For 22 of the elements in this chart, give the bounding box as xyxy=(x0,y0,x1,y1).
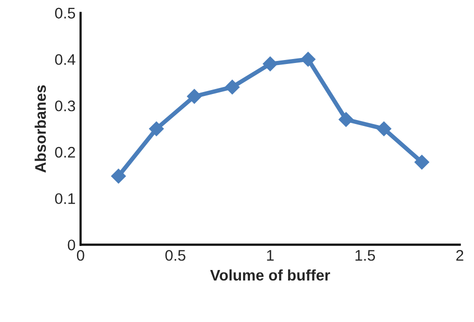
x-tick-label: 2 xyxy=(456,250,464,261)
x-tick-label: 1 xyxy=(267,250,274,261)
point xyxy=(376,121,392,136)
y-tick-label: 0.4 xyxy=(55,54,76,65)
point xyxy=(111,168,126,184)
y-tick-label: 0.2 xyxy=(55,146,75,158)
x-axis-title: Volume of buffer xyxy=(210,269,330,281)
point xyxy=(300,52,316,67)
x-tick-label: 1.5 xyxy=(356,250,375,261)
y-tick-label: 0.1 xyxy=(55,193,75,204)
point xyxy=(186,88,202,104)
point xyxy=(338,112,354,127)
point xyxy=(149,121,164,136)
point xyxy=(224,80,240,94)
point xyxy=(414,154,430,170)
x-tick-label: 0 xyxy=(76,250,84,261)
x-tick-label: 0.5 xyxy=(165,250,186,261)
y-tick-label: 0 xyxy=(68,240,76,250)
y-axis-title: Absorbanes xyxy=(34,85,46,173)
y-tick-label: 0.5 xyxy=(55,8,76,19)
point xyxy=(262,56,278,72)
y-tick-label: 0.3 xyxy=(55,100,76,112)
